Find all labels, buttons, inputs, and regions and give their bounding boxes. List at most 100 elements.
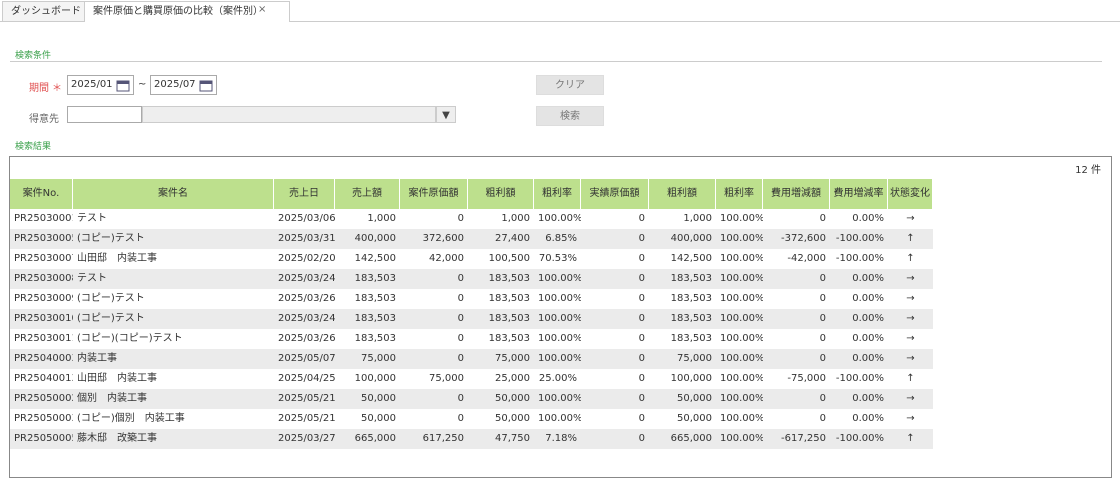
table-cell: 2025/03/26 xyxy=(278,333,335,344)
dropdown-button[interactable]: ▼ xyxy=(436,106,456,123)
table-cell: 100.00% xyxy=(538,353,581,364)
table-cell: 0 xyxy=(457,293,464,304)
row-stripe xyxy=(10,229,933,249)
table-cell: 2025/02/20 xyxy=(278,253,335,264)
table-cell: 50,000 xyxy=(495,413,530,424)
column-header: 実績原価額 xyxy=(581,179,649,209)
table-cell: -100.00% xyxy=(835,373,884,384)
table-cell: 50,000 xyxy=(361,413,396,424)
calendar-top xyxy=(117,81,129,84)
table-cell: 100.00% xyxy=(720,313,763,324)
table-cell: 0.00% xyxy=(852,413,884,424)
divider xyxy=(10,61,1102,62)
table-cell: テスト xyxy=(77,213,107,224)
date-value: 2025/01 xyxy=(71,79,113,90)
results-grid: 12 件 案件No. 案件名 売上日 売上額 案件原価額 粗利額 粗利率 実績原価額 粗利額 粗利… xyxy=(9,156,1112,478)
column-header: 粗利額 xyxy=(468,179,534,209)
table-cell: 0.00% xyxy=(852,213,884,224)
table-cell: 25,000 xyxy=(495,373,530,384)
table-cell: 0 xyxy=(457,353,464,364)
table-cell: PR25040013 xyxy=(14,373,73,384)
table-cell: 665,000 xyxy=(354,433,396,444)
table-cell: PR25030011 xyxy=(14,333,73,344)
table-cell: PR25050002 xyxy=(14,393,73,404)
required-mark: ＊ xyxy=(52,83,62,94)
table-cell: ↑ xyxy=(906,233,915,244)
table-cell: PR25030007 xyxy=(14,253,73,264)
table-cell: 0 xyxy=(819,353,826,364)
table-cell: 50,000 xyxy=(677,393,712,404)
table-cell: 75,000 xyxy=(495,353,530,364)
table-cell: 0 xyxy=(457,413,464,424)
row-stripe xyxy=(10,349,933,369)
table-cell: -100.00% xyxy=(835,233,884,244)
column-header: 費用増減額 xyxy=(763,179,830,209)
table-cell: 27,400 xyxy=(495,233,530,244)
table-cell: 75,000 xyxy=(361,353,396,364)
table-cell: 50,000 xyxy=(361,393,396,404)
table-cell: 183,503 xyxy=(354,333,396,344)
row-stripe xyxy=(10,309,933,329)
result-count: 12 件 xyxy=(1075,165,1101,176)
table-cell: 142,500 xyxy=(354,253,396,264)
column-header: 案件No. xyxy=(10,179,73,209)
table-cell: → xyxy=(906,273,915,284)
table-cell: テスト xyxy=(77,273,107,284)
column-header: 状態変化 xyxy=(888,179,933,209)
table-cell: ↑ xyxy=(906,253,915,264)
period-label: 期間 xyxy=(29,83,49,94)
table-cell: 25.00% xyxy=(538,373,577,384)
table-cell: -100.00% xyxy=(835,433,884,444)
table-cell: -617,250 xyxy=(781,433,826,444)
calendar-top xyxy=(200,81,212,84)
table-cell: 1,000 xyxy=(501,213,530,224)
table-cell: 0 xyxy=(638,233,645,244)
calendar-icon[interactable] xyxy=(116,79,130,92)
table-cell: PR25030009 xyxy=(14,293,73,304)
table-cell: (コピー)テスト xyxy=(77,293,145,304)
table-cell: 2025/03/26 xyxy=(278,293,335,304)
table-cell: 0 xyxy=(638,213,645,224)
search-button[interactable]: 検索 xyxy=(536,106,604,126)
table-cell: 山田邸 内装工事 xyxy=(77,253,157,264)
tab-active[interactable]: 案件原価と購買原価の比較（案件別） xyxy=(84,1,290,22)
table-cell: 0 xyxy=(638,253,645,264)
table-cell: 665,000 xyxy=(670,433,712,444)
table-cell: 7.18% xyxy=(545,433,577,444)
table-cell: -372,600 xyxy=(781,233,826,244)
row-stripe xyxy=(10,269,933,289)
section-title: 検索条件 xyxy=(15,51,52,61)
table-cell: → xyxy=(906,353,915,364)
tab-close[interactable]: × xyxy=(258,4,267,15)
table-cell: PR25050005 xyxy=(14,433,73,444)
customer-select[interactable] xyxy=(142,106,436,123)
table-cell: 100.00% xyxy=(720,373,763,384)
table-cell: 0 xyxy=(638,293,645,304)
table-cell: 山田邸 内装工事 xyxy=(77,373,157,384)
table-cell: 個別 内装工事 xyxy=(77,393,147,404)
label: 期間＊ xyxy=(29,79,62,94)
table-cell: 50,000 xyxy=(677,413,712,424)
table-cell: 100.00% xyxy=(720,353,763,364)
tab[interactable]: ダッシュボード xyxy=(2,1,90,21)
table-cell: 183,503 xyxy=(670,273,712,284)
table-cell: 0.00% xyxy=(852,393,884,404)
table-cell: 0 xyxy=(457,313,464,324)
table-cell: 0 xyxy=(819,273,826,284)
table-cell: 2025/04/25 xyxy=(278,373,335,384)
customer-code-input[interactable] xyxy=(67,106,142,123)
table-cell: 6.85% xyxy=(545,233,577,244)
clear-button[interactable]: クリア xyxy=(536,75,604,95)
table-cell: 50,000 xyxy=(495,393,530,404)
calendar-icon[interactable] xyxy=(199,79,213,92)
table-cell: ↑ xyxy=(906,433,915,444)
table-cell: 0 xyxy=(819,413,826,424)
table-cell: 183,503 xyxy=(354,293,396,304)
table-cell: 0 xyxy=(638,273,645,284)
table-cell: 100.00% xyxy=(538,293,581,304)
table-cell: 0 xyxy=(819,213,826,224)
table-cell: 47,750 xyxy=(495,433,530,444)
table-cell: 75,000 xyxy=(429,373,464,384)
table-cell: → xyxy=(906,313,915,324)
